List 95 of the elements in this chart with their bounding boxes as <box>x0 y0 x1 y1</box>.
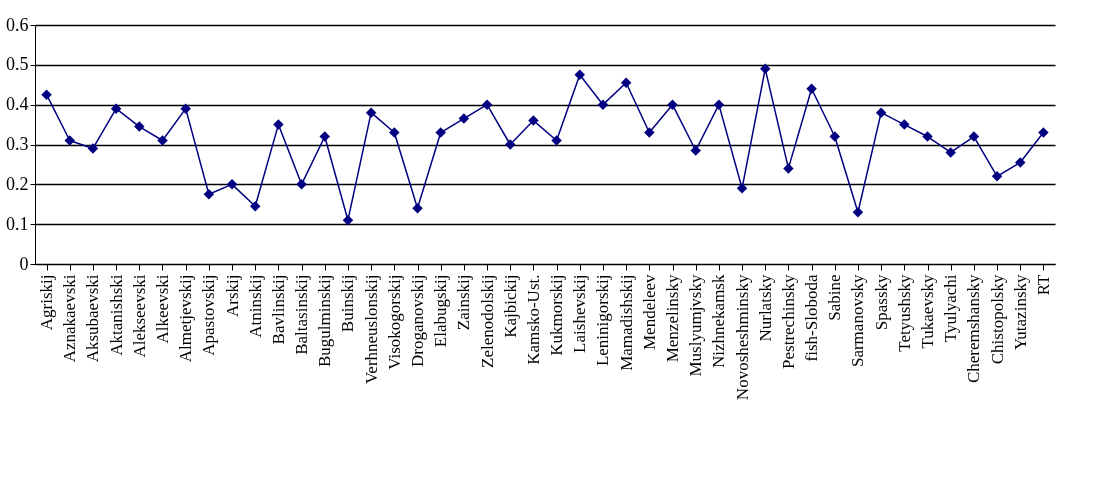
point <box>273 119 284 130</box>
x-tick-label: Tyulyachi <box>941 274 961 343</box>
point <box>528 115 539 126</box>
x-tick-label: Sabine <box>825 274 845 321</box>
x-tick-label: Menzelinsky <box>663 274 682 363</box>
point <box>203 189 215 200</box>
point <box>249 201 261 212</box>
y-tick-label: 0.3 <box>6 134 29 154</box>
point <box>551 135 562 146</box>
point <box>968 131 980 142</box>
x-tick-label: Cheremshansky <box>964 274 984 384</box>
point <box>991 171 1003 182</box>
point <box>226 179 238 190</box>
point <box>667 99 678 110</box>
point <box>644 127 655 138</box>
point <box>597 99 609 110</box>
x-tick-label: Kajbickij <box>500 274 520 338</box>
x-tick-label: Spassky <box>871 274 891 331</box>
x-tick-label: Mamadishskij <box>616 274 636 371</box>
x-tick-label: Bugulminskij <box>315 274 335 368</box>
point <box>41 89 52 100</box>
x-tick-label: RT <box>1033 273 1053 296</box>
x-tick-label: Atninskij <box>245 274 265 338</box>
point <box>342 214 354 226</box>
x-tick-label: Kukmorskij <box>547 274 567 356</box>
point <box>1014 157 1026 168</box>
y-tick-label: 0.1 <box>6 213 29 234</box>
point <box>481 99 493 110</box>
y-tick-label: 0.5 <box>6 54 29 75</box>
x-tick-label: Agriskij <box>37 274 57 331</box>
x-tick-label: Zelenodolskij <box>477 274 497 368</box>
y-tick-label: 0 <box>19 253 29 274</box>
x-tick-label: Baltasinskij <box>292 274 312 355</box>
x-tick-label: Laishevskij <box>570 274 590 353</box>
x-tick-label: Aktanishski <box>106 274 126 356</box>
point <box>504 139 516 150</box>
point <box>412 202 423 214</box>
x-tick-label: Kamsko-Ust. <box>523 274 543 365</box>
point <box>875 107 887 118</box>
point <box>829 131 841 142</box>
point <box>922 131 933 142</box>
point <box>180 103 191 114</box>
x-tick-label: Bavlinskij <box>268 274 288 345</box>
x-tick-label: Novosheshminsky <box>732 274 752 401</box>
x-tick-label: Nizhnekamsk <box>709 274 729 368</box>
x-tick-label: Leninigorskij <box>593 274 613 367</box>
x-tick-label: Sarmanovsky <box>848 274 868 368</box>
x-tick-label: Visokogorskij <box>384 274 404 370</box>
point <box>852 206 864 218</box>
x-tick-label: Droganovskij <box>408 274 427 368</box>
point <box>759 63 771 75</box>
point <box>736 183 748 194</box>
point <box>783 163 794 174</box>
point <box>435 127 446 138</box>
point <box>157 135 168 146</box>
x-tick-label: Verhneuslonskij <box>361 274 381 385</box>
x-tick-label: Muslyumjvsky <box>686 274 706 377</box>
point <box>365 107 377 118</box>
point <box>389 127 400 138</box>
point <box>945 147 956 158</box>
x-tick-label: Aksubaevski <box>83 274 103 363</box>
point <box>134 121 145 132</box>
point <box>620 77 632 88</box>
x-tick-label: Yutazinsky <box>1010 274 1030 351</box>
point <box>574 69 586 81</box>
point <box>296 179 307 190</box>
point <box>899 119 910 130</box>
point <box>713 99 725 110</box>
y-tick-label: 0.2 <box>6 173 29 194</box>
y-tick-label: 0.6 <box>6 14 29 35</box>
x-tick-label: Nurlatsky <box>755 274 775 342</box>
y-tick-label: 0.4 <box>6 94 29 115</box>
point <box>458 113 470 124</box>
point <box>690 145 701 156</box>
x-tick-label: Apastovskij <box>199 274 219 356</box>
point <box>87 143 99 154</box>
x-tick-label: Almetjevskij <box>176 274 196 363</box>
x-tick-label: Alkeevski <box>153 274 172 344</box>
x-tick-label: Pestrechinsky <box>778 274 798 369</box>
x-tick-label: Chistopolsky <box>987 274 1007 365</box>
x-tick-label: Tukaevsky <box>918 274 937 349</box>
point <box>319 131 331 142</box>
x-tick-label: Zainskij <box>454 274 474 331</box>
point <box>1038 127 1049 138</box>
x-tick-label: Alekseevski <box>129 274 149 358</box>
x-tick-label: Tetyushsky <box>894 274 914 352</box>
x-tick-label: Arskij <box>222 274 242 317</box>
x-tick-label: Elabugskij <box>431 274 451 348</box>
x-tick-label: Mendeleev <box>639 274 659 351</box>
x-tick-label: Buinskij <box>338 274 358 333</box>
x-tick-label: Aznakaevski <box>60 274 80 363</box>
point <box>806 83 817 94</box>
point <box>64 135 76 146</box>
x-tick-label: fish-Sloboda <box>802 274 822 362</box>
point <box>110 103 122 114</box>
